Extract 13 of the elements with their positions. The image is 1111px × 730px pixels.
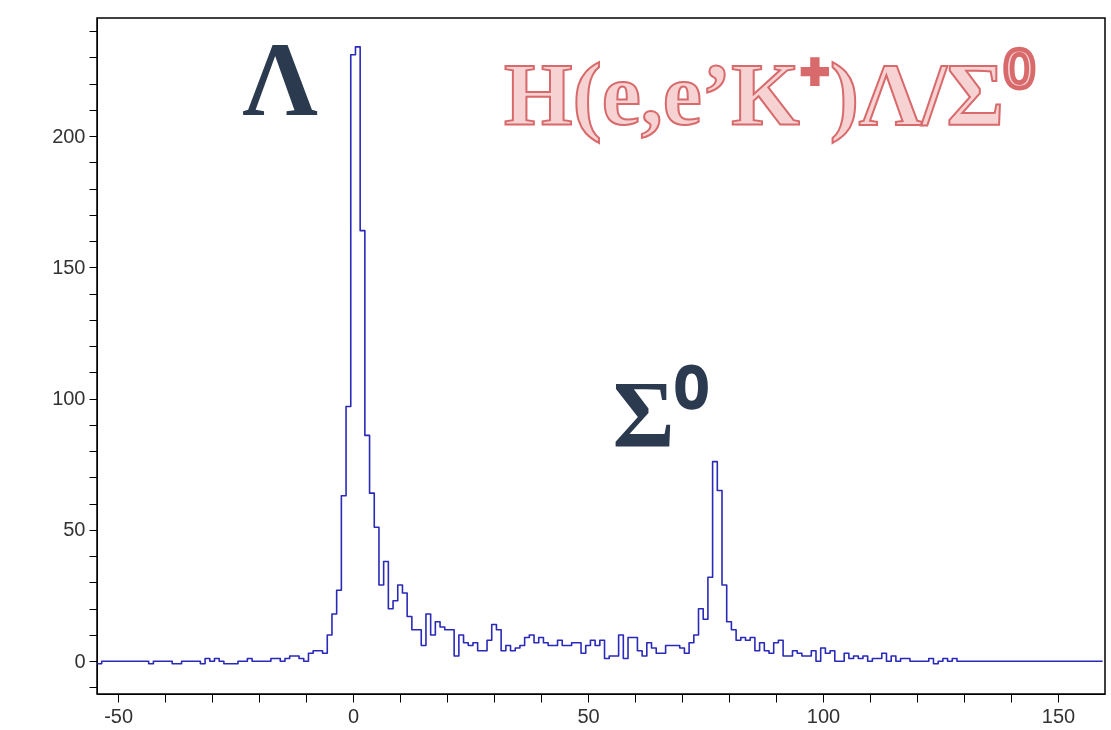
x-tick-label: 50 (577, 704, 600, 727)
x-tick-label: 0 (348, 704, 360, 727)
y-tick-label: 150 (52, 255, 86, 278)
x-tick-label: -50 (104, 704, 134, 727)
annotation: H(e,e’K⁺)Λ/Σ⁰ (504, 46, 1035, 143)
y-tick-label: 0 (74, 649, 86, 672)
x-tick-label: 150 (1041, 704, 1076, 727)
annotation: Σ⁰ (612, 362, 708, 468)
y-tick-label: 100 (52, 387, 86, 410)
x-tick-label: 100 (806, 704, 841, 727)
y-tick-label: 200 (52, 124, 86, 147)
annotation: Λ (242, 21, 318, 138)
y-tick-label: 50 (63, 518, 86, 541)
